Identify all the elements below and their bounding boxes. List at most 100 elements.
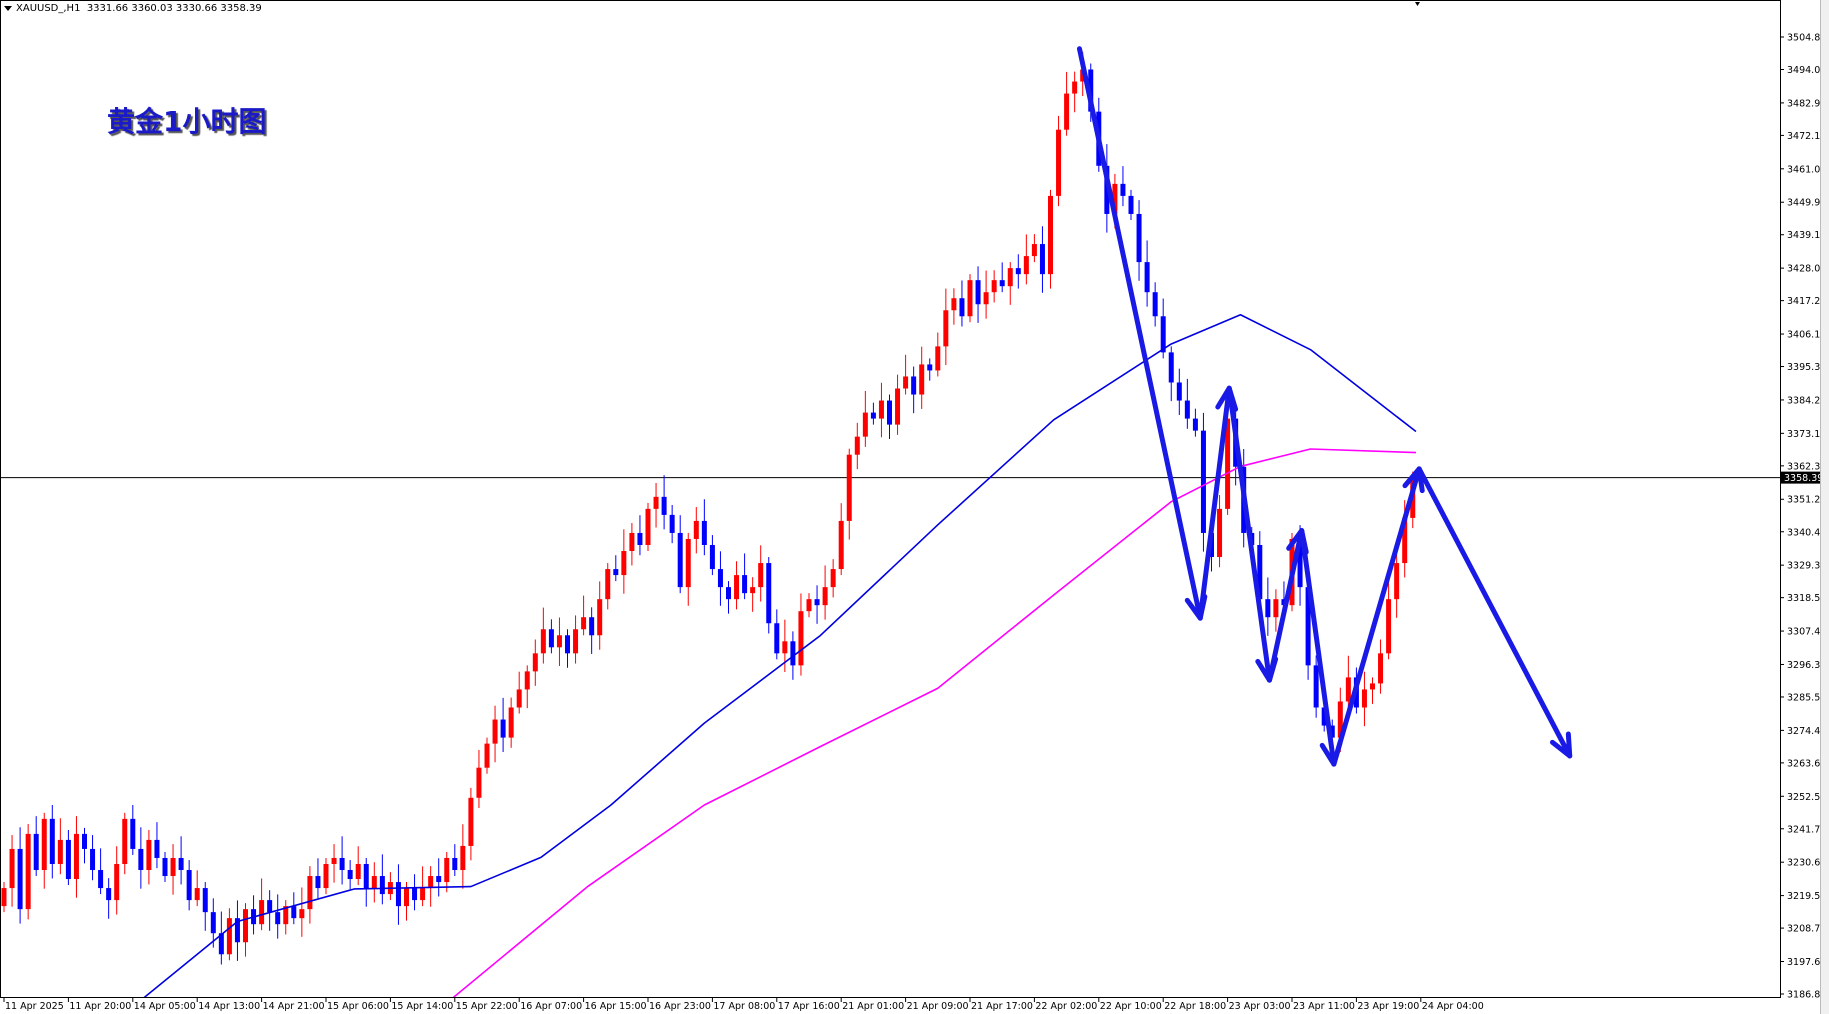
candle [291,892,297,925]
y-tick-label: 3428.00 [1787,264,1820,275]
candle-body [363,863,369,889]
x-tick-label: 23 Apr 19:00 [1357,1001,1419,1012]
candle-body [307,876,313,910]
x-tick-label: 16 Apr 07:00 [520,1001,582,1012]
candle-body [436,876,442,883]
candle-body [1168,352,1174,383]
candle-body [243,909,248,943]
candle-body [444,857,450,883]
candle [106,878,112,919]
candle [412,874,418,911]
y-tick-label: 3362.30 [1787,461,1820,472]
candle [331,844,337,883]
candle [186,860,192,911]
candle [524,665,530,709]
candle-body [798,611,804,666]
candle-body [806,599,812,612]
candle-body [1386,599,1392,654]
candle-body [887,400,892,425]
x-tick-label: 15 Apr 06:00 [327,1001,389,1012]
candle-body [323,863,329,889]
candle [1313,655,1319,718]
candle [379,854,385,905]
candle [122,812,128,875]
candle-body [524,671,530,690]
candle-body [339,857,345,871]
candle-body [1048,195,1053,275]
y-tick-label: 3406.10 [1787,330,1820,341]
candle-body [420,888,426,901]
candle [870,402,876,425]
trend-arrow-shaft [1197,385,1232,621]
candle [218,911,224,965]
candle [259,878,265,931]
candle-body [766,563,772,624]
moving-average-blue [143,313,1417,997]
y-tick-label: 3449.90 [1787,198,1820,209]
candle-body [226,918,232,955]
candle-body [291,906,297,919]
candle [49,805,55,879]
candle-body [726,587,731,600]
y-tick-label: 3482.90 [1787,98,1820,109]
candle [540,607,546,664]
candle-body [1031,244,1037,257]
candle-body [846,454,852,521]
candle-body [895,388,901,425]
candle-body [1023,256,1029,275]
candle-body [1361,689,1367,708]
candle [267,890,273,931]
candle-body [629,532,635,552]
candle-body [838,520,844,570]
candle-body [1200,430,1206,533]
candle-body [774,623,780,654]
candle-body [234,918,240,943]
y-tick-label: 3472.10 [1787,131,1820,142]
candle-body [621,551,627,576]
y-tick-label: 3208.70 [1787,924,1820,935]
candle-body [500,719,506,738]
candle-body [1313,665,1319,708]
plot-area [1,46,1573,997]
candle [637,515,643,556]
candle-body [1160,316,1166,353]
dropdown-triangle-icon[interactable] [4,5,12,11]
candle [202,882,208,931]
scrollbar[interactable] [1820,0,1829,1014]
candle-body [1337,701,1343,738]
candle [814,585,820,624]
candle-body [371,876,377,889]
candle-body [1329,725,1335,738]
candle-body [605,569,611,600]
candle [1168,346,1174,402]
candle-body [1112,183,1118,214]
candle [1361,671,1367,727]
candle-body [597,599,603,636]
candle-body [395,882,401,907]
candle-body [41,818,47,871]
candle [194,870,200,907]
candle [1064,71,1070,136]
candle [838,503,844,576]
x-tick-label: 17 Apr 08:00 [713,1001,775,1012]
y-tick-label: 3252.50 [1787,792,1820,803]
candle [1265,577,1271,636]
candle [323,857,329,895]
candle [927,358,933,381]
candle [1128,189,1134,220]
candle-body [556,635,562,648]
candle-body [983,292,989,305]
candle-body [178,857,184,871]
trend-arrow-shaft [1299,528,1337,767]
candle [347,860,353,890]
y-tick-label: 3230.60 [1787,858,1820,869]
trend-arrow-shaft [1266,528,1305,683]
x-tick-label: 23 Apr 03:00 [1229,1001,1291,1012]
candle [73,816,79,898]
y-tick-label: 3461.00 [1787,164,1820,175]
candle [436,858,442,897]
x-tick-label: 14 Apr 05:00 [134,1001,196,1012]
candle [661,475,667,530]
candle [1,882,7,913]
